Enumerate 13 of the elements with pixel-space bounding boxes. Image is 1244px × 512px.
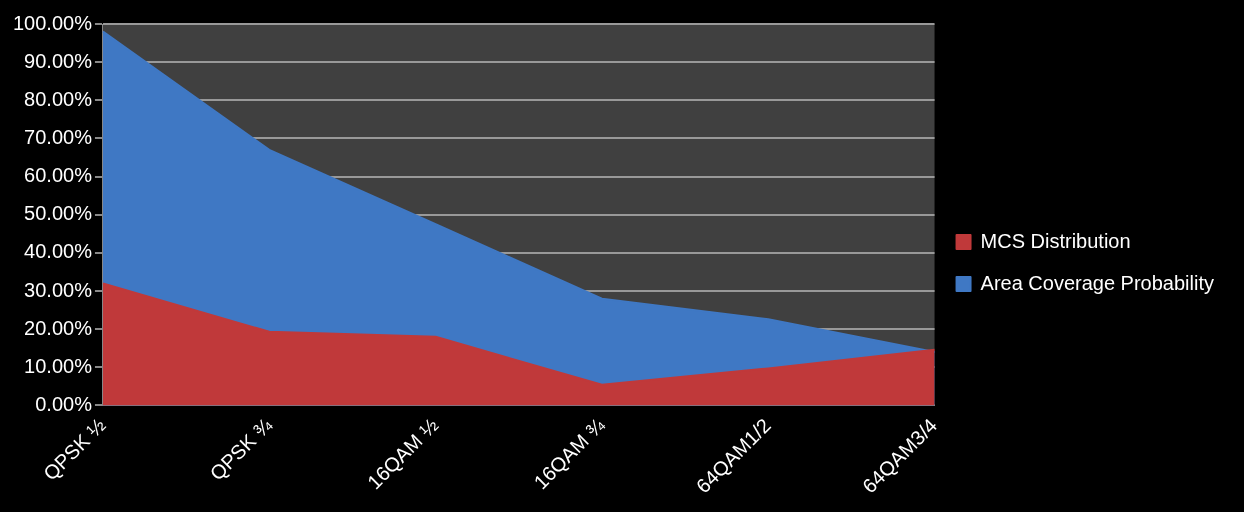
legend-label: MCS Distribution bbox=[980, 229, 1131, 252]
legend-label: Area Coverage Probability bbox=[980, 271, 1215, 294]
y-tick-label: 0.00% bbox=[35, 392, 93, 415]
y-tick-label: 80.00% bbox=[24, 87, 93, 110]
y-tick-label: 20.00% bbox=[24, 316, 93, 339]
y-tick-label: 60.00% bbox=[24, 164, 93, 187]
y-tick-label: 50.00% bbox=[24, 202, 93, 225]
y-tick-label: 10.00% bbox=[24, 354, 93, 377]
y-tick-label: 70.00% bbox=[24, 125, 93, 148]
y-tick-label: 40.00% bbox=[24, 240, 93, 263]
y-tick-label: 90.00% bbox=[24, 49, 93, 72]
y-tick-label: 30.00% bbox=[24, 278, 93, 301]
y-tick-label: 100.00% bbox=[12, 11, 93, 34]
